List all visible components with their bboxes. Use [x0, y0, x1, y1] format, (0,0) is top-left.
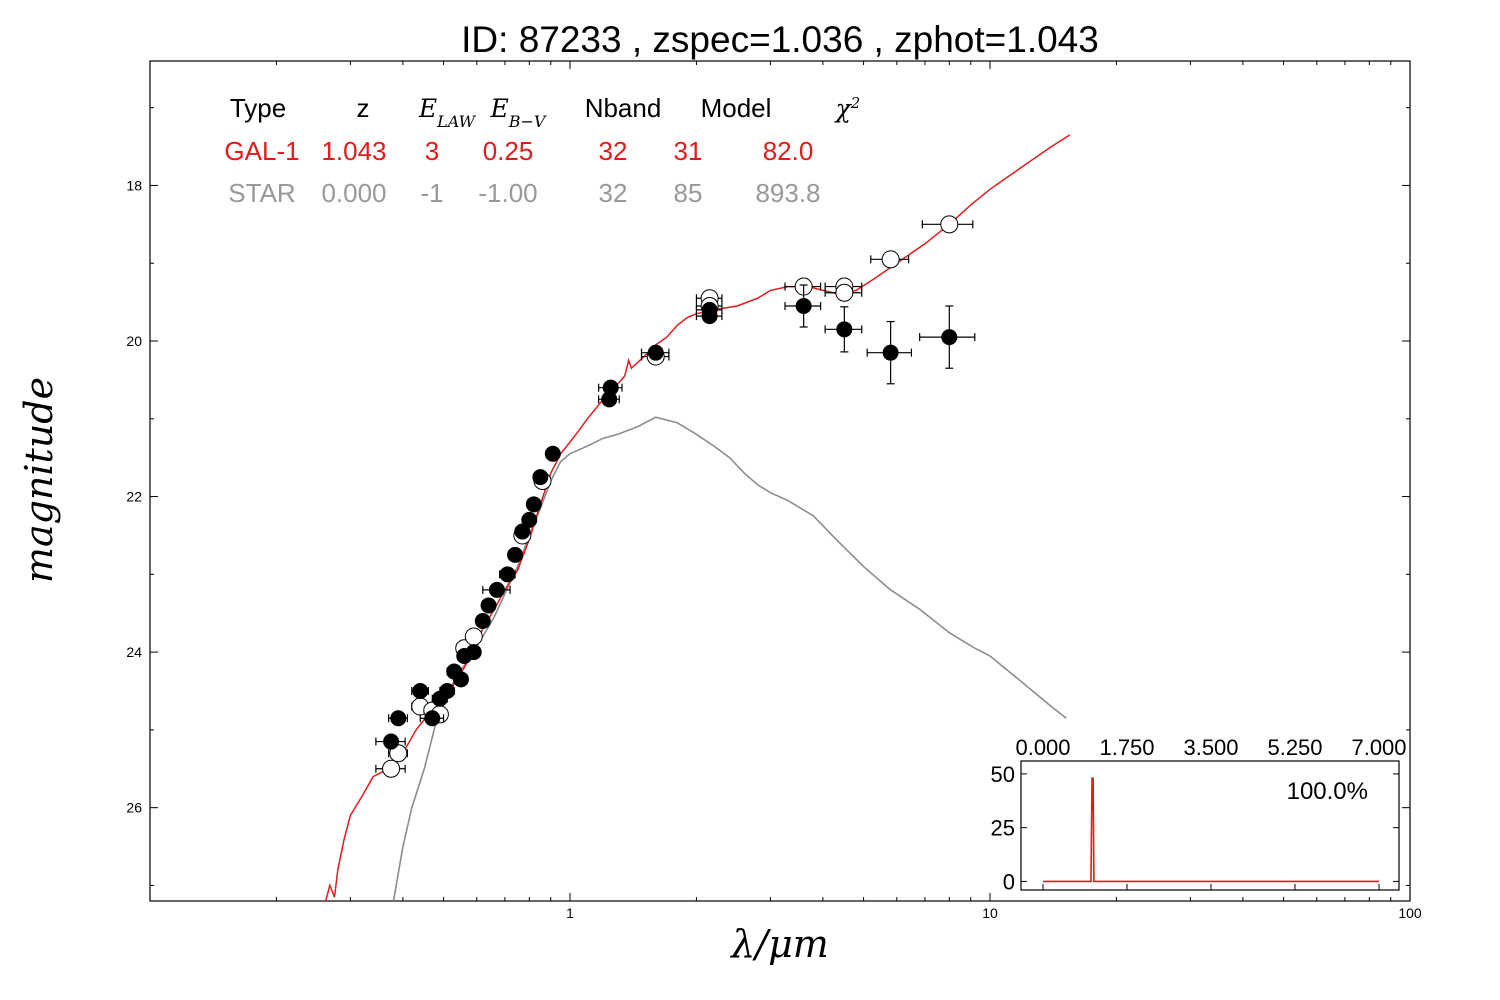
inset-pdz-curve: [1043, 777, 1379, 883]
model-spectra: [324, 134, 1071, 901]
table-cell-star: 32: [599, 178, 628, 208]
observed-magnitude-point: [465, 644, 482, 661]
model-magnitude-point: [881, 250, 900, 269]
observed-magnitude-point: [488, 581, 505, 598]
inset-x-tick-label: 0.000: [1015, 735, 1070, 760]
observed-magnitude-point: [836, 321, 853, 338]
observed-magnitude-point: [507, 546, 524, 563]
observed-magnitude-point: [701, 308, 718, 325]
chart-title: ID: 87233 , zspec=1.036 , zphot=1.043: [461, 19, 1099, 60]
table-cell-star: -1: [420, 178, 443, 208]
table-cell-galaxy: 1.043: [321, 136, 386, 166]
observed-magnitude-point: [532, 469, 549, 486]
observed-magnitude-point: [521, 511, 538, 528]
observed-magnitude-point: [514, 523, 531, 540]
table-cell-galaxy: GAL-1: [224, 136, 299, 166]
table-header-z: z: [357, 93, 370, 123]
observed-magnitude-point: [480, 597, 497, 614]
inset-y-tick-label: 25: [991, 816, 1015, 841]
inset-pdz-line: [1043, 777, 1379, 883]
inset-x-tick-label: 5.250: [1267, 735, 1322, 760]
table-cell-star: 893.8: [755, 178, 820, 208]
y-tick-label: 26: [126, 800, 142, 816]
inset-y-tick-label: 0: [1003, 869, 1015, 894]
observed-magnitude-point: [439, 683, 456, 699]
x-tick-label: 100: [1398, 905, 1422, 921]
table-cell-galaxy: 82.0: [763, 136, 814, 166]
table-header-model: Model: [701, 93, 772, 123]
inset-x-tick-label: 1.750: [1099, 735, 1154, 760]
plot-area-frame: [149, 60, 1411, 902]
inset-x-tick-label: 7.000: [1351, 735, 1406, 760]
model-magnitude-point: [835, 283, 854, 302]
fit-results-table: Type z ELAW EB−V Nband Model χ2 GAL-1 1.043 3 0.25…: [224, 93, 860, 208]
table-cell-galaxy: 32: [599, 136, 628, 166]
x-axis-ticks: 1 10 100: [275, 61, 1422, 921]
observed-magnitude-point: [452, 671, 469, 688]
y-tick-label: 18: [126, 177, 142, 193]
observed-magnitude-point: [412, 683, 429, 699]
observed-magnitude-point: [525, 496, 542, 513]
observed-magnitude-point: [474, 613, 491, 629]
star-template-line: [392, 416, 1067, 901]
table-cell-galaxy: 31: [674, 136, 703, 166]
table-cell-star: 0.000: [321, 178, 386, 208]
y-tick-label: 20: [126, 333, 142, 349]
inset-y-tick-label: 50: [991, 762, 1015, 787]
galaxy-template-line: [324, 134, 1071, 901]
x-tick-label: 1: [566, 905, 574, 921]
y-axis-label: magnitude: [17, 377, 61, 583]
observed-magnitude-point: [601, 391, 618, 408]
x-tick-label: 10: [982, 905, 998, 921]
table-header-elaw: ELAW: [418, 94, 477, 131]
table-cell-star: -1.00: [478, 178, 537, 208]
y-tick-label: 24: [126, 644, 142, 660]
table-header-nband: Nband: [585, 93, 662, 123]
observed-magnitude-point: [941, 329, 958, 346]
table-cell-star: 85: [674, 178, 703, 208]
inset-x-tick-label: 3.500: [1183, 735, 1238, 760]
model-magnitude-point: [382, 759, 401, 778]
observed-magnitude-point: [882, 344, 899, 361]
table-header-chi2: χ2: [834, 94, 861, 123]
table-cell-galaxy: 3: [425, 136, 439, 166]
inset-frame: [1020, 760, 1400, 891]
observed-magnitude-point: [544, 445, 561, 462]
observed-magnitude-point: [647, 344, 664, 361]
y-axis-ticks: 18 20 22 24 26: [126, 107, 1410, 886]
observed-magnitude-point: [424, 710, 441, 727]
observed-magnitude-point: [795, 298, 812, 314]
observed-magnitude-point: [390, 710, 407, 727]
observed-magnitude-point: [499, 566, 516, 583]
table-header-ebv: EB−V: [490, 94, 547, 131]
y-tick-label: 22: [126, 489, 142, 505]
x-axis-label: λ/μm: [729, 922, 829, 966]
photometry-points: [375, 215, 976, 778]
observed-magnitude-point: [383, 733, 400, 750]
model-magnitude-point: [464, 627, 483, 646]
table-cell-star: STAR: [228, 178, 295, 208]
table-cell-galaxy: 0.25: [483, 136, 534, 166]
model-magnitude-point: [940, 215, 959, 234]
table-header-type: Type: [230, 93, 286, 123]
inset-ticks: 0.000 1.750 3.500 5.250 7.000 50 25 0: [991, 735, 1407, 894]
pdz-inset: 0.000 1.750 3.500 5.250 7.000 50 25 0 100.0%: [991, 735, 1407, 894]
inset-percentage-label: 100.0%: [1287, 778, 1368, 805]
